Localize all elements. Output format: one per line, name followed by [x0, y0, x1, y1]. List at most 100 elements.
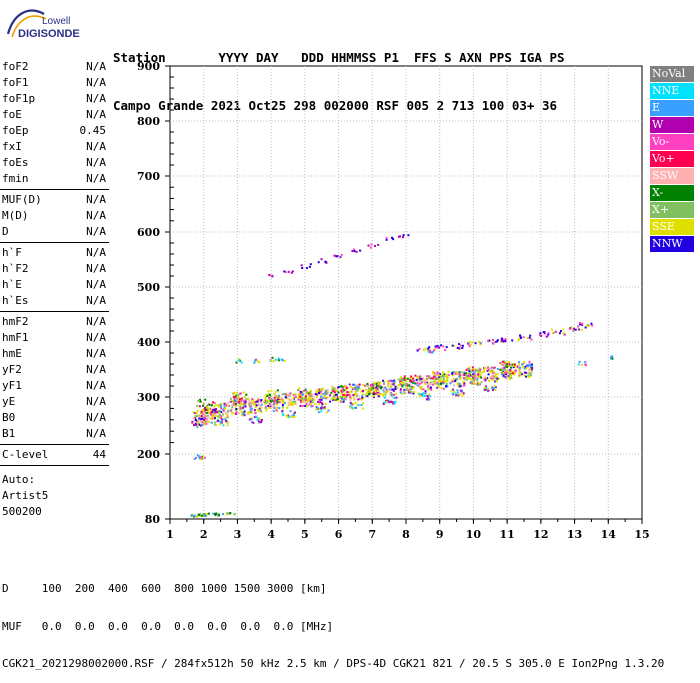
data-point: [255, 404, 258, 407]
data-point: [470, 370, 473, 373]
data-point: [497, 378, 500, 380]
data-point: [283, 270, 286, 273]
data-point: [292, 397, 295, 399]
data-point: [375, 387, 378, 389]
data-point: [496, 339, 499, 342]
data-point: [427, 351, 430, 353]
param-row: hmF1 N/A: [2, 331, 108, 347]
data-point: [420, 388, 423, 391]
data-point: [590, 322, 593, 325]
data-point: [453, 391, 456, 393]
data-point: [377, 383, 380, 385]
data-point: [540, 334, 543, 337]
param-value: N/A: [86, 156, 106, 169]
data-point: [496, 373, 499, 376]
data-point: [458, 385, 461, 388]
data-point: [414, 382, 417, 385]
data-point: [344, 396, 347, 398]
data-point: [474, 342, 477, 345]
data-point: [283, 402, 286, 405]
data-point: [242, 413, 245, 415]
data-point: [190, 514, 193, 517]
data-point: [407, 234, 410, 237]
data-point: [547, 332, 550, 335]
data-point: [409, 384, 412, 387]
data-point: [499, 368, 502, 371]
data-point: [504, 373, 507, 376]
data-point: [419, 375, 422, 378]
data-point: [383, 381, 386, 384]
data-point: [389, 383, 392, 386]
data-point: [401, 377, 403, 380]
data-point: [523, 362, 526, 365]
data-point: [330, 397, 333, 400]
data-point: [302, 396, 305, 399]
data-point: [297, 397, 300, 400]
data-point: [214, 513, 216, 515]
data-point: [483, 376, 486, 379]
data-point: [454, 378, 457, 381]
data-point: [234, 412, 237, 415]
data-point: [517, 337, 520, 340]
data-point: [344, 397, 347, 400]
data-point: [305, 267, 308, 270]
data-point: [487, 387, 490, 390]
data-point: [281, 401, 284, 404]
data-point: [197, 424, 199, 427]
polarization-legend: NoVal NNE E W Vo- Vo+ SSW X- X+ SSE NNW: [650, 66, 694, 253]
data-point: [419, 377, 422, 380]
param-row: hmF2 N/A: [2, 315, 108, 331]
data-point: [473, 383, 476, 385]
param-value: N/A: [86, 278, 106, 291]
data-point: [355, 395, 358, 398]
data-point: [572, 327, 575, 330]
data-point: [382, 386, 385, 389]
data-point: [264, 396, 267, 399]
data-point: [381, 393, 384, 396]
data-point: [255, 415, 258, 418]
param-value: N/A: [86, 294, 106, 307]
data-point: [327, 409, 330, 412]
data-point: [398, 384, 401, 386]
data-point: [348, 394, 351, 397]
data-point: [232, 393, 235, 396]
data-point: [330, 391, 333, 394]
data-point: [378, 386, 381, 389]
digisonde-logo: Lowell DIGISONDE: [4, 4, 80, 44]
data-point: [610, 355, 613, 358]
data-point: [562, 332, 565, 335]
data-point: [318, 392, 321, 394]
param-row: foEs N/A: [2, 156, 108, 172]
data-point: [433, 348, 436, 351]
data-point: [528, 363, 531, 366]
data-point: [581, 322, 584, 325]
data-point: [343, 389, 346, 392]
data-point: [503, 360, 506, 363]
data-point: [211, 415, 214, 418]
data-point: [476, 383, 479, 386]
data-point: [507, 376, 510, 379]
data-point: [578, 360, 581, 363]
x-tick-label: 14: [601, 528, 617, 541]
data-point: [478, 369, 481, 372]
data-point: [526, 336, 529, 339]
data-point: [570, 326, 573, 329]
data-point: [428, 346, 431, 349]
param-row: yF2 N/A: [2, 363, 108, 379]
data-point: [472, 374, 475, 377]
data-point: [257, 402, 260, 405]
data-point: [358, 398, 361, 401]
data-point: [512, 366, 515, 369]
data-point: [275, 409, 278, 412]
data-point: [379, 385, 381, 388]
data-point: [511, 339, 514, 342]
data-point: [204, 410, 206, 413]
data-point: [430, 388, 433, 391]
data-point: [436, 382, 439, 385]
data-point: [459, 385, 462, 388]
data-point: [238, 359, 241, 362]
data-point: [392, 389, 395, 392]
data-point: [390, 384, 393, 387]
data-point: [212, 401, 214, 404]
data-point: [506, 373, 509, 376]
